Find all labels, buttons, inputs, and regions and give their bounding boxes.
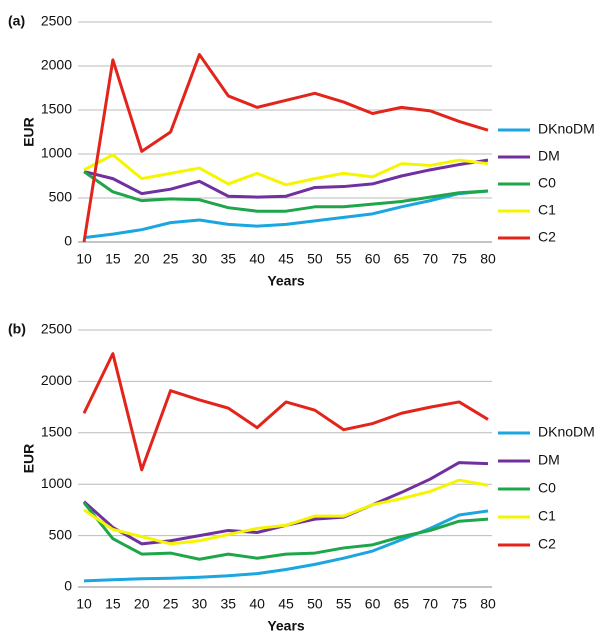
x-tick-label: 55 xyxy=(336,596,352,612)
y-tick-label: 1000 xyxy=(41,475,72,491)
y-tick-label: 0 xyxy=(64,578,72,594)
x-tick-label: 50 xyxy=(307,251,323,267)
legend-label: C1 xyxy=(538,508,556,524)
x-tick-label: 10 xyxy=(76,596,92,612)
y-tick-label: 2000 xyxy=(41,57,72,73)
series-line xyxy=(83,478,489,546)
panel-label: (b) xyxy=(8,321,26,337)
legend-label: C0 xyxy=(538,175,556,191)
y-tick-label: 500 xyxy=(49,526,73,542)
x-tick-label: 45 xyxy=(278,251,294,267)
legend-label: C1 xyxy=(538,202,556,218)
x-tick-label: 75 xyxy=(451,596,467,612)
series-line xyxy=(83,158,489,199)
legend-label: DM xyxy=(538,148,560,164)
legend-label: DKnoDM xyxy=(538,424,595,440)
y-axis-label: EUR xyxy=(21,117,37,147)
legend-label: C2 xyxy=(538,229,556,245)
legend-label: C2 xyxy=(538,536,556,552)
legend-label: C0 xyxy=(538,480,556,496)
x-axis-label: Years xyxy=(267,618,305,634)
x-tick-label: 60 xyxy=(365,596,381,612)
x-tick-label: 40 xyxy=(249,251,265,267)
x-tick-label: 80 xyxy=(480,596,496,612)
legend-label: DKnoDM xyxy=(538,121,595,137)
x-tick-label: 15 xyxy=(105,251,121,267)
y-tick-label: 1000 xyxy=(41,145,72,161)
x-tick-label: 50 xyxy=(307,596,323,612)
x-tick-label: 15 xyxy=(105,596,121,612)
x-tick-label: 40 xyxy=(249,596,265,612)
series-line xyxy=(82,501,489,561)
y-tick-label: 1500 xyxy=(41,424,72,440)
series-line xyxy=(83,509,489,583)
x-tick-label: 75 xyxy=(451,251,467,267)
series-line xyxy=(83,189,489,240)
x-tick-label: 20 xyxy=(134,596,150,612)
x-tick-label: 25 xyxy=(163,596,179,612)
y-tick-label: 0 xyxy=(64,233,72,249)
x-tick-label: 20 xyxy=(134,251,150,267)
series-line xyxy=(83,153,489,187)
y-tick-label: 2500 xyxy=(41,321,72,337)
x-tick-label: 30 xyxy=(192,251,208,267)
x-tick-label: 45 xyxy=(278,596,294,612)
y-tick-label: 500 xyxy=(49,189,73,205)
x-tick-label: 30 xyxy=(192,596,208,612)
x-axis-label: Years xyxy=(267,273,305,289)
x-tick-label: 60 xyxy=(365,251,381,267)
y-tick-label: 2500 xyxy=(41,13,72,29)
y-tick-label: 1500 xyxy=(41,101,72,117)
y-axis-label: EUR xyxy=(21,444,37,474)
x-tick-label: 70 xyxy=(422,596,438,612)
x-tick-label: 35 xyxy=(220,251,236,267)
x-tick-label: 55 xyxy=(336,251,352,267)
panel-label: (a) xyxy=(8,13,25,29)
x-tick-label: 35 xyxy=(220,596,236,612)
series-line xyxy=(82,53,489,243)
x-tick-label: 65 xyxy=(394,251,410,267)
series-line xyxy=(82,352,489,472)
y-tick-label: 2000 xyxy=(41,372,72,388)
x-tick-label: 25 xyxy=(163,251,179,267)
x-tick-label: 80 xyxy=(480,251,496,267)
series-line xyxy=(83,170,489,213)
x-tick-label: 70 xyxy=(422,251,438,267)
legend-label: DM xyxy=(538,452,560,468)
x-tick-label: 10 xyxy=(76,251,92,267)
x-tick-label: 65 xyxy=(394,596,410,612)
